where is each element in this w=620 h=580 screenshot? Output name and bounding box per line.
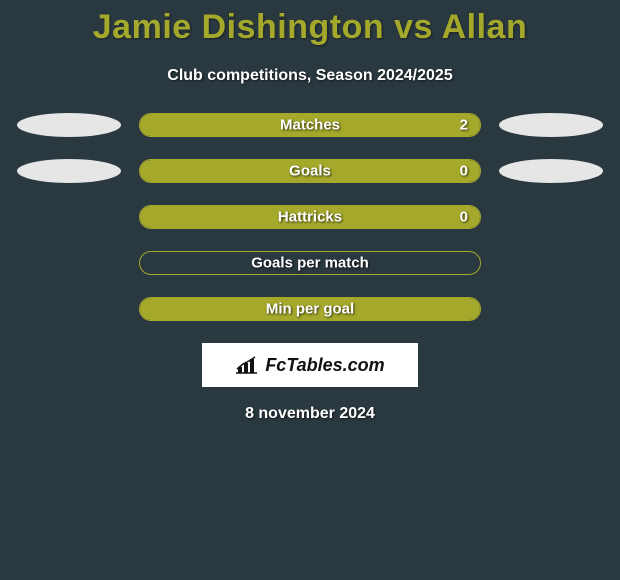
stat-label: Hattricks bbox=[278, 209, 342, 226]
stat-bar: Goals 0 bbox=[139, 159, 481, 183]
bar-chart-icon bbox=[235, 355, 261, 375]
player-left-marker bbox=[17, 159, 121, 183]
logo-box: FcTables.com bbox=[202, 343, 418, 387]
stat-row: Hattricks 0 bbox=[0, 205, 620, 229]
player-left-marker bbox=[17, 113, 121, 137]
stat-row: Goals per match bbox=[0, 251, 620, 275]
stat-bar: Goals per match bbox=[139, 251, 481, 275]
stat-bar: Matches 2 bbox=[139, 113, 481, 137]
stat-value-right: 2 bbox=[460, 117, 468, 134]
stat-bar: Min per goal bbox=[139, 297, 481, 321]
spacer bbox=[17, 205, 121, 229]
player-right-marker bbox=[499, 113, 603, 137]
stat-row: Min per goal bbox=[0, 297, 620, 321]
stat-value-right: 0 bbox=[460, 163, 468, 180]
stats-container: Matches 2 Goals 0 Hattricks 0 Goals per match M… bbox=[0, 113, 620, 321]
stat-label: Min per goal bbox=[266, 301, 354, 318]
stat-row: Goals 0 bbox=[0, 159, 620, 183]
spacer bbox=[499, 251, 603, 275]
player-right-marker bbox=[499, 159, 603, 183]
stat-bar: Hattricks 0 bbox=[139, 205, 481, 229]
spacer bbox=[499, 205, 603, 229]
logo-text: FcTables.com bbox=[265, 355, 384, 376]
spacer bbox=[17, 251, 121, 275]
stat-label: Goals per match bbox=[251, 255, 369, 272]
stat-row: Matches 2 bbox=[0, 113, 620, 137]
subtitle: Club competitions, Season 2024/2025 bbox=[0, 67, 620, 85]
stat-label: Matches bbox=[280, 117, 340, 134]
spacer bbox=[499, 297, 603, 321]
page-title: Jamie Dishington vs Allan bbox=[0, 0, 620, 47]
stat-value-right: 0 bbox=[460, 209, 468, 226]
date-label: 8 november 2024 bbox=[0, 405, 620, 423]
stat-label: Goals bbox=[289, 163, 331, 180]
spacer bbox=[17, 297, 121, 321]
